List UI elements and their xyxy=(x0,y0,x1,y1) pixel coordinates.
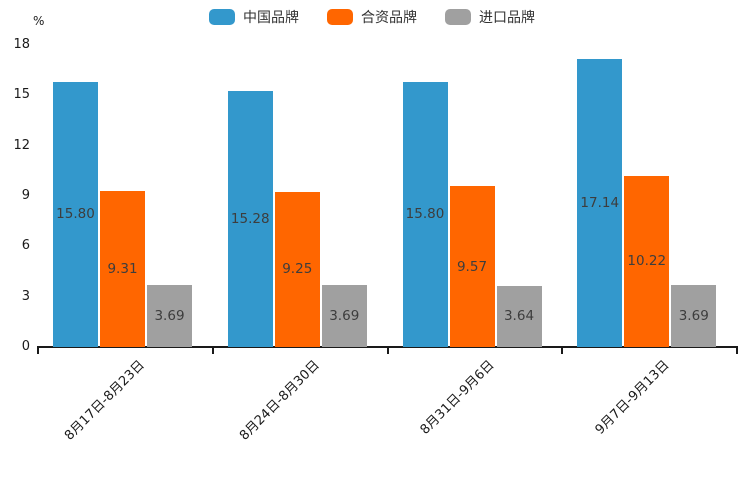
bar xyxy=(496,285,542,347)
x-axis-tick xyxy=(211,348,214,354)
x-axis-tick xyxy=(386,348,389,354)
x-axis-category-label: 9月7日-9月13日 xyxy=(592,357,673,438)
bar xyxy=(53,81,98,347)
bar-value-label: 15.28 xyxy=(230,210,270,227)
bar xyxy=(577,59,623,347)
bar-value-label: 9.57 xyxy=(456,258,488,275)
bar-value-label: 3.69 xyxy=(329,308,360,325)
legend: 中国品牌 合资品牌 进口品牌 xyxy=(0,7,744,27)
y-axis-tick-label: 18 xyxy=(13,37,30,52)
bar xyxy=(274,191,320,347)
y-axis-tick-label: 9 xyxy=(21,188,30,203)
legend-label: 进口品牌 xyxy=(479,10,535,26)
x-axis-line xyxy=(37,346,738,348)
y-axis-tick-label: 3 xyxy=(21,288,30,304)
legend-label: 中国品牌 xyxy=(243,10,299,26)
legend-item-joint-venture-brand[interactable]: 合资品牌 xyxy=(327,7,417,27)
legend-swatch-china-brand xyxy=(209,9,235,25)
bar-value-label: 9.25 xyxy=(282,261,313,278)
y-axis-tick-label: 12 xyxy=(13,137,30,153)
x-axis-tick xyxy=(736,348,738,354)
bar-value-label: 3.69 xyxy=(678,308,709,325)
legend-item-import-brand[interactable]: 进口品牌 xyxy=(445,7,535,27)
x-axis-tick xyxy=(37,348,39,354)
y-axis-tick-label: 15 xyxy=(13,87,30,103)
bar xyxy=(402,81,448,347)
bar-value-label: 15.80 xyxy=(405,206,445,223)
legend-swatch-joint-venture-brand xyxy=(327,9,353,25)
bar xyxy=(449,186,495,347)
bar-value-label: 15.80 xyxy=(56,206,95,223)
y-axis-tick-label: 6 xyxy=(21,238,30,254)
bar-value-label: 3.69 xyxy=(154,308,185,325)
x-axis-category-label: 8月24日-8月30日 xyxy=(236,357,323,444)
bar xyxy=(147,285,192,347)
legend-label: 合资品牌 xyxy=(361,10,417,26)
bar-value-label: 9.31 xyxy=(107,260,138,277)
legend-swatch-import-brand xyxy=(445,9,471,25)
x-axis-category-label: 8月31日-9月6日 xyxy=(417,357,498,438)
bar xyxy=(227,90,273,347)
bar-value-label: 17.14 xyxy=(580,195,620,212)
bar-value-label: 10.22 xyxy=(627,253,667,270)
y-axis-unit-label: % xyxy=(33,14,45,28)
bar xyxy=(624,175,670,347)
legend-item-china-brand[interactable]: 中国品牌 xyxy=(209,7,299,27)
bar xyxy=(321,285,367,347)
x-axis-tick xyxy=(561,348,564,354)
y-axis-tick-label: 0 xyxy=(21,339,30,354)
bar xyxy=(671,285,717,347)
bar-value-label: 3.64 xyxy=(503,308,535,325)
bar xyxy=(100,190,145,347)
x-axis-category-label: 8月17日-8月23日 xyxy=(62,357,148,444)
